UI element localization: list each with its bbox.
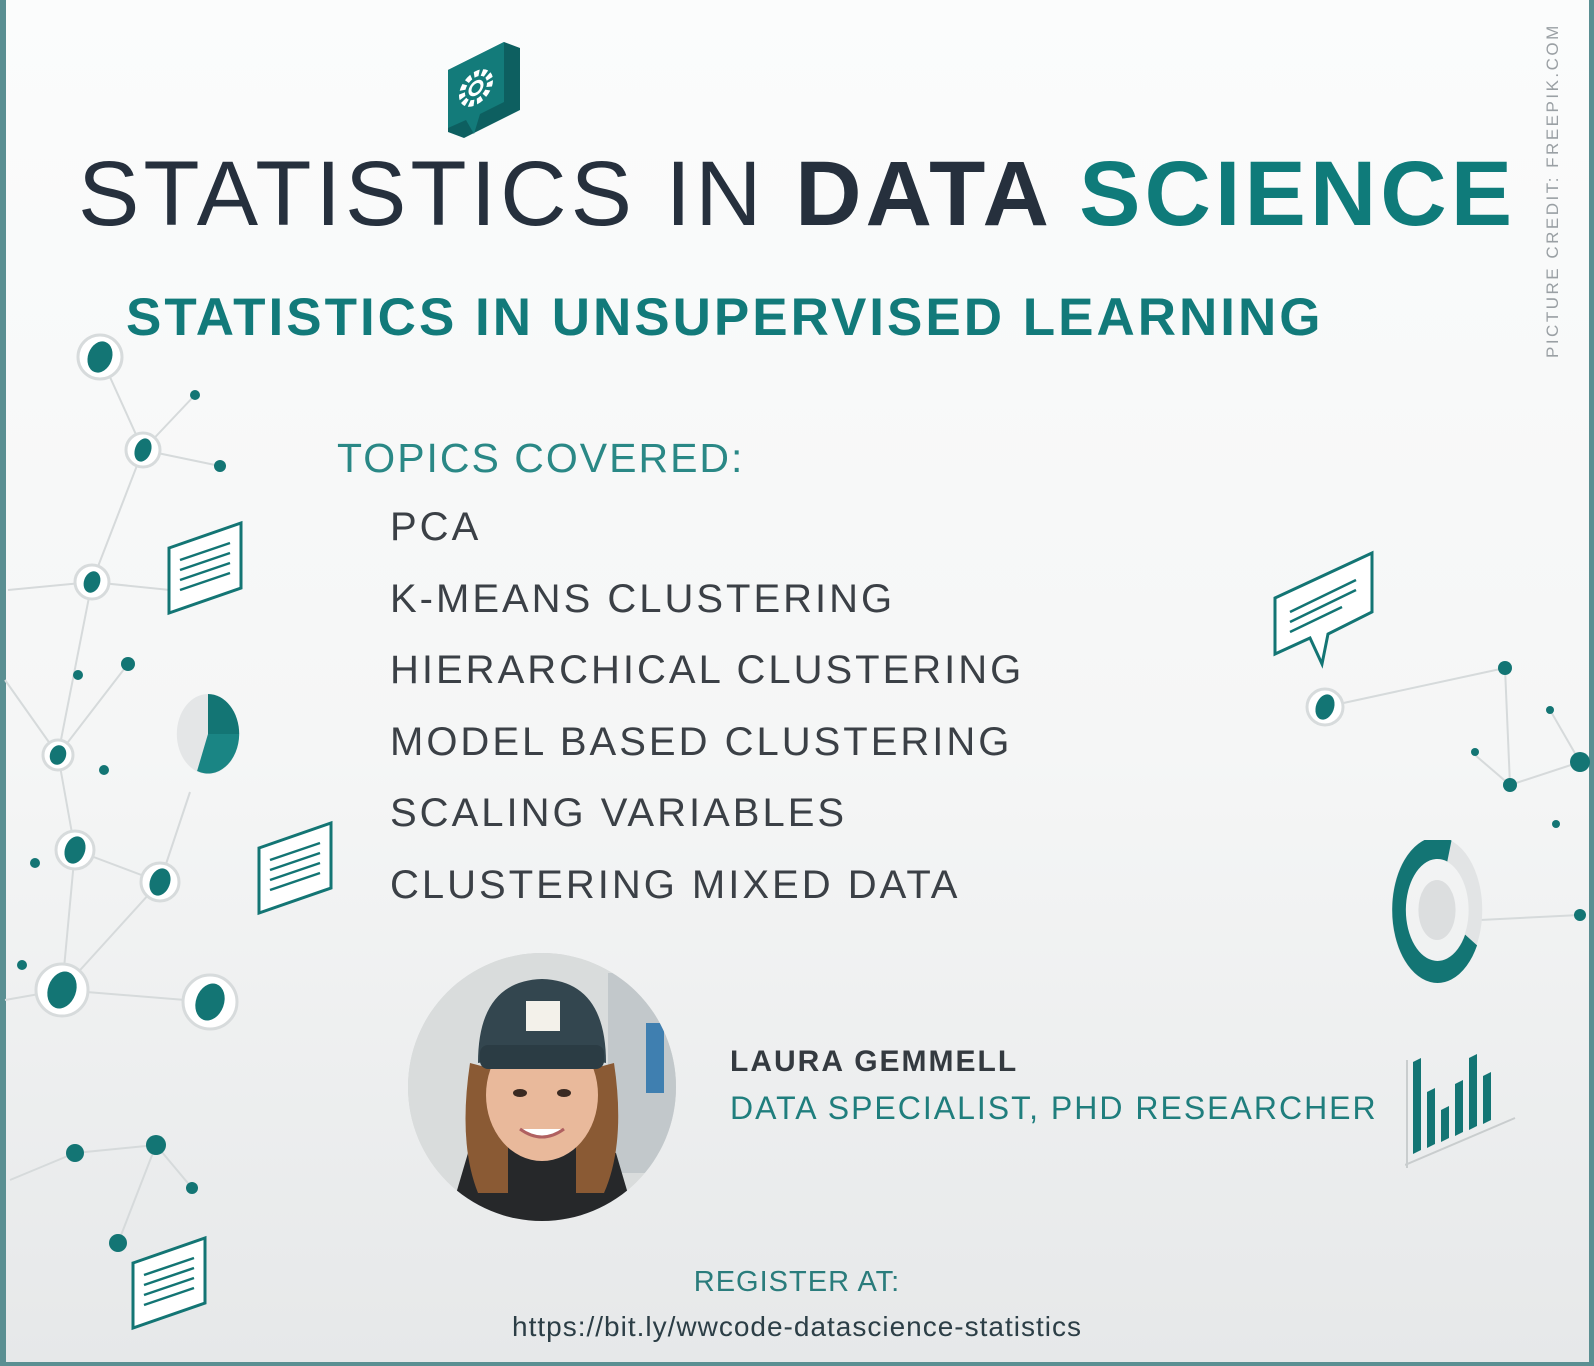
bar-chart-icon <box>1405 1054 1516 1168</box>
topic-item: MODEL BASED CLUSTERING <box>390 719 1013 764</box>
topic-item: HIERARCHICAL CLUSTERING <box>390 648 1025 692</box>
topics-heading: TOPICS COVERED: <box>337 435 745 481</box>
title-part-1: STATISTICS IN <box>78 143 796 245</box>
document-icon <box>131 1235 207 1331</box>
register-link[interactable]: https://bit.ly/wwcode-datascience-statis… <box>512 1311 1082 1342</box>
pie-chart-icon <box>176 694 240 774</box>
document-icon <box>257 820 333 916</box>
gear-chat-icon <box>448 42 520 138</box>
topic-item: SCALING VARIABLES <box>390 791 848 835</box>
donut-chart-icon <box>1392 840 1483 983</box>
speaker-name: LAURA GEMMELL <box>730 1045 1019 1078</box>
title-part-3: SCIENCE <box>1079 143 1517 245</box>
topic-item: PCA <box>390 505 482 549</box>
title-part-2: DATA <box>795 143 1080 245</box>
page-title: STATISTICS IN DATA SCIENCE <box>78 148 1518 240</box>
register-label: REGISTER AT: <box>693 1266 901 1298</box>
chat-bubble-icon <box>1273 550 1374 669</box>
topic-item: K-MEANS CLUSTERING <box>390 576 896 621</box>
subtitle: STATISTICS IN UNSUPERVISED LEARNING <box>126 288 1324 347</box>
topics-list: PCA K-MEANS CLUSTERING HIERARCHICAL CLUS… <box>390 502 1024 931</box>
topic-item: CLUSTERING MIXED DATA <box>390 862 961 907</box>
picture-credit: PICTURE CREDIT: FREEPIK.COM <box>1543 23 1562 358</box>
document-icon <box>167 520 243 616</box>
speaker-role: DATA SPECIALIST, PHD RESEARCHER <box>730 1090 1378 1126</box>
speaker-avatar <box>408 953 676 1221</box>
